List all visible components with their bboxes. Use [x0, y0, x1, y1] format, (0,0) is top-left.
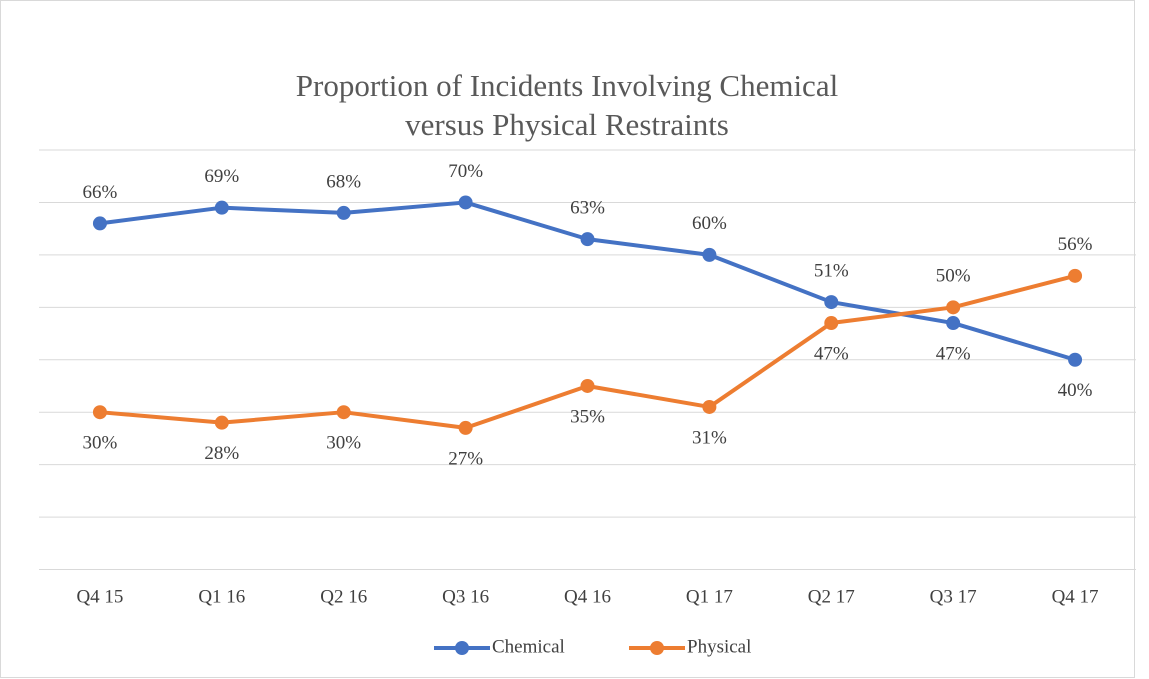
data-label: 63% [570, 198, 605, 219]
marker [946, 316, 961, 331]
x-tick-label: Q4 17 [1052, 586, 1099, 607]
x-tick-label: Q2 16 [320, 586, 367, 607]
chart-title: Proportion of Incidents Involving Chemic… [295, 68, 839, 142]
data-label: 56% [1058, 234, 1093, 255]
marker [458, 195, 473, 210]
legend-swatch-marker [650, 641, 664, 655]
data-label: 47% [814, 343, 849, 364]
data-label: 30% [83, 433, 118, 454]
x-tick-label: Q4 15 [76, 586, 123, 607]
series-line [99, 273, 1076, 430]
marker [580, 378, 595, 393]
marker [1068, 352, 1083, 367]
data-label: 70% [448, 161, 483, 182]
x-tick-label: Q4 16 [564, 586, 611, 607]
marker [336, 405, 351, 420]
data-label: 40% [1058, 380, 1093, 401]
marker [702, 399, 717, 414]
data-label: 30% [326, 433, 361, 454]
x-tick-label: Q1 16 [198, 586, 245, 607]
series-line [99, 200, 1076, 362]
x-tick-label: Q1 17 [686, 586, 733, 607]
x-tick-label: Q3 17 [930, 586, 977, 607]
x-tick-label: Q2 17 [808, 586, 855, 607]
marker [946, 300, 961, 315]
data-label: 66% [83, 182, 118, 203]
legend-label: Physical [687, 636, 751, 657]
marker [214, 415, 229, 430]
data-label: 31% [692, 427, 727, 448]
data-label: 27% [448, 448, 483, 469]
marker [580, 232, 595, 247]
marker [458, 420, 473, 435]
marker [702, 247, 717, 262]
marker [1068, 268, 1083, 283]
data-label: 35% [570, 406, 605, 427]
data-label: 28% [204, 443, 239, 464]
marker [92, 216, 107, 231]
marker [214, 200, 229, 215]
marker [824, 316, 839, 331]
data-label: 47% [936, 343, 971, 364]
legend-label: Chemical [492, 636, 565, 657]
data-label: 60% [692, 213, 727, 234]
legend-swatch-marker [455, 641, 469, 655]
marker [824, 295, 839, 310]
marker [336, 205, 351, 220]
data-label: 51% [814, 260, 849, 281]
data-label: 69% [204, 166, 239, 187]
x-tick-label: Q3 16 [442, 586, 489, 607]
marker [92, 405, 107, 420]
data-label: 50% [936, 266, 971, 287]
data-label: 68% [326, 171, 361, 192]
